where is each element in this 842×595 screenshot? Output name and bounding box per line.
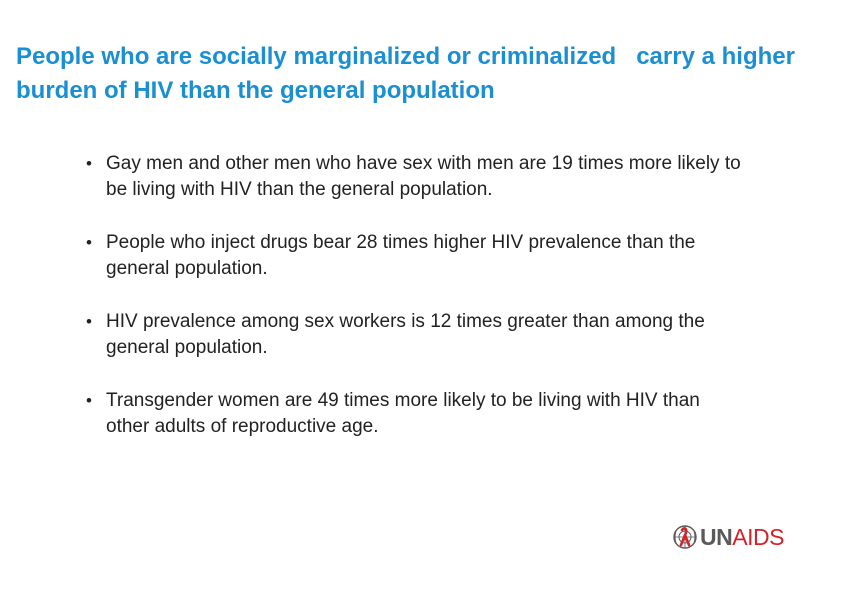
bullet-item: HIV prevalence among sex workers is 12 t…: [82, 309, 742, 361]
logo-text-un: UN: [700, 524, 733, 550]
slide-title: People who are socially marginalized or …: [16, 43, 802, 104]
logo-wordmark: UNAIDS: [700, 522, 784, 552]
bullet-list: Gay men and other men who have sex with …: [82, 151, 742, 467]
un-emblem-ribbon-icon: [673, 525, 697, 549]
unaids-logo: UNAIDS: [672, 520, 784, 554]
bullet-item: Transgender women are 49 times more like…: [82, 388, 742, 440]
bullet-item: People who inject drugs bear 28 times hi…: [82, 230, 742, 282]
logo-text-aids: AIDS: [732, 524, 784, 550]
bullet-item: Gay men and other men who have sex with …: [82, 151, 742, 203]
